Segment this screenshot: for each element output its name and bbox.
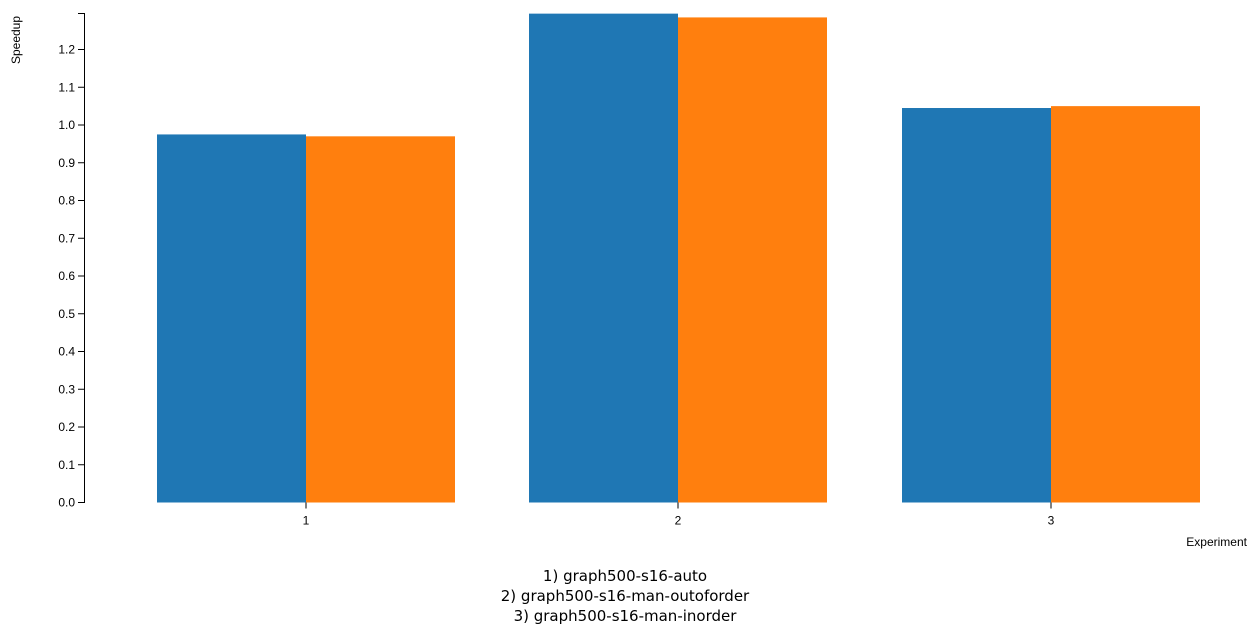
y-tick-label: 0.4	[58, 345, 75, 359]
x-tick-label: 1	[303, 514, 310, 528]
x-axis: 1 2 3	[303, 502, 1055, 528]
bar-exp3-series1	[902, 108, 1051, 503]
bar-exp2-series1	[529, 13, 678, 503]
bars-group	[157, 13, 1200, 503]
x-tick-label: 2	[675, 514, 682, 528]
x-tick-label: 3	[1048, 514, 1055, 528]
experiment-label-1: 1) graph500-s16-auto	[542, 567, 708, 585]
y-tick-label: 0.1	[58, 458, 75, 472]
y-axis-title: Speedup	[9, 16, 23, 64]
speedup-bar-chart: 0.00.10.20.30.40.50.60.70.80.91.01.11.2 …	[9, 13, 1248, 549]
y-tick-label: 0.8	[58, 194, 75, 208]
experiment-label-2: 2) graph500-s16-man-outoforder	[500, 587, 750, 605]
experiment-legend: 1) graph500-s16-auto 2) graph500-s16-man…	[0, 566, 1250, 626]
bar-exp2-series2	[678, 17, 827, 503]
experiment-label-3: 3) graph500-s16-man-inorder	[513, 607, 737, 625]
y-tick-label: 0.0	[58, 496, 75, 510]
y-tick-label: 0.5	[58, 307, 75, 321]
y-axis: 0.0 0.1 0.2 0.3 0.4 0.5 0.6 0.7 0.8 0.9 1.0 1.1 1.2	[58, 13, 85, 510]
y-tick-label: 1.0	[58, 118, 75, 132]
y-tick-label: 1.1	[58, 80, 75, 94]
bar-exp1-series1	[157, 134, 306, 503]
bar-exp3-series2	[1051, 106, 1200, 503]
y-tick-label: 0.2	[58, 420, 75, 434]
y-tick-label: 0.6	[58, 269, 75, 283]
y-tick-label: 0.3	[58, 382, 75, 396]
x-axis-title: Experiment	[1186, 535, 1247, 549]
y-tick-label: 0.7	[58, 231, 75, 245]
y-tick-label: 0.9	[58, 156, 75, 170]
bar-exp1-series2	[306, 136, 455, 503]
y-tick-label: 1.2	[58, 43, 75, 57]
